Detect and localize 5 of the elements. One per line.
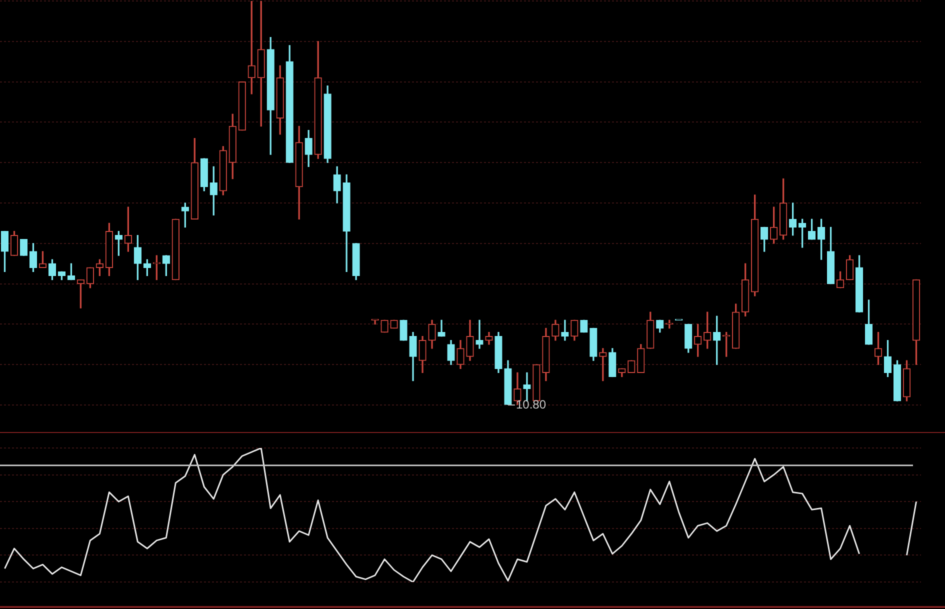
annotation: 10.80 bbox=[516, 397, 546, 412]
candlestick bbox=[523, 372, 531, 402]
candlestick bbox=[561, 320, 569, 341]
candlestick bbox=[476, 320, 484, 349]
candlestick bbox=[599, 348, 607, 382]
